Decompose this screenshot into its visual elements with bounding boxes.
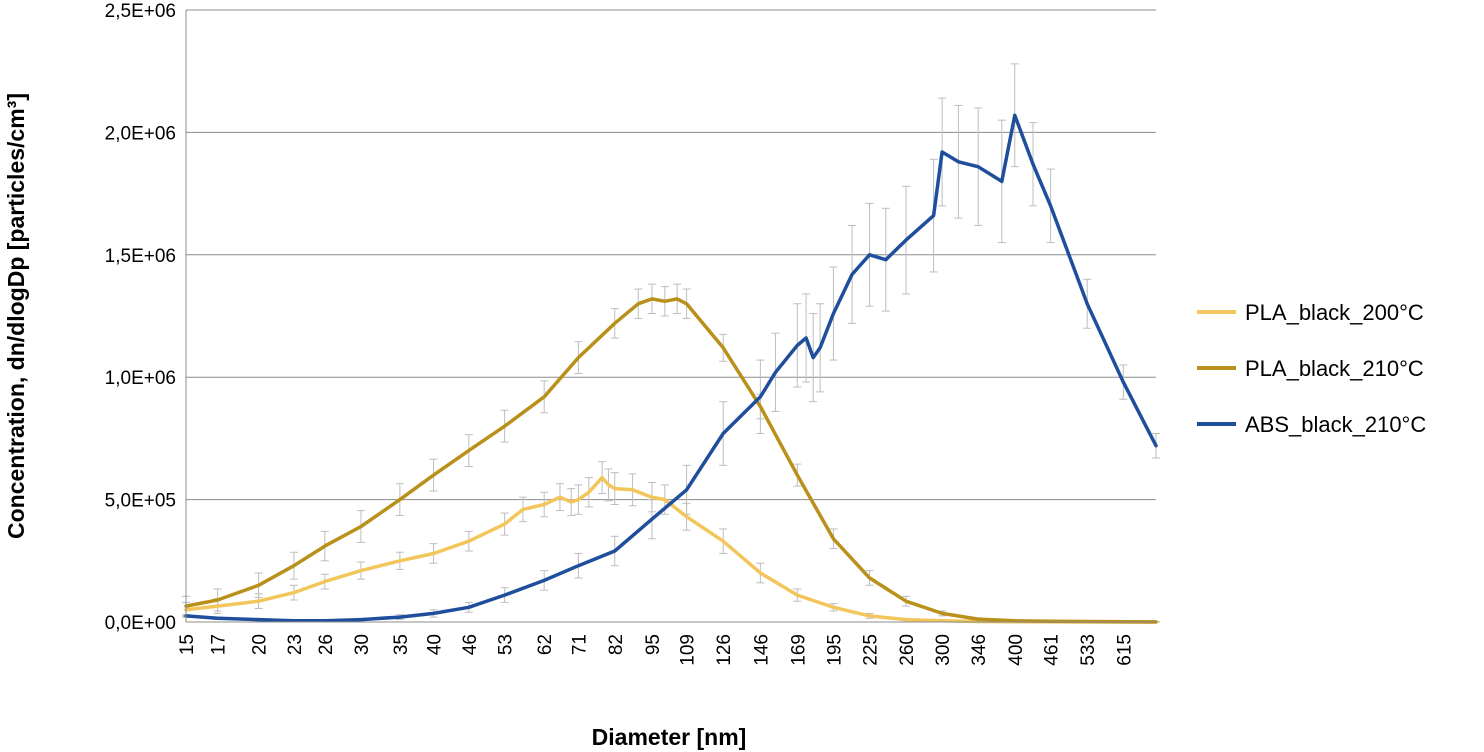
series-line-1	[184, 297, 1158, 624]
x-tick-label: 400	[1006, 634, 1027, 666]
x-tick-label: 30	[352, 634, 373, 655]
x-tick-label: 71	[569, 634, 590, 655]
x-tick-label: 17	[209, 634, 230, 655]
x-tick-label: 195	[824, 634, 845, 666]
x-tick-label: 126	[714, 634, 735, 666]
x-tick-label: 26	[316, 634, 337, 655]
legend: PLA_black_200°C PLA_black_210°C ABS_black_…	[1197, 300, 1426, 437]
y-tick-label: 2,5E+06	[105, 1, 176, 22]
x-tick-label: 615	[1114, 634, 1135, 666]
x-tick-label: 461	[1042, 634, 1063, 666]
y-tick-label: 1,5E+06	[105, 246, 176, 267]
x-tick-label: 169	[788, 634, 809, 666]
x-tick-label: 35	[391, 634, 412, 655]
y-tick-label: 2,0E+06	[105, 123, 176, 144]
x-tick-label: 15	[177, 634, 198, 655]
x-tick-labels: 15 17 20 23 26 30 35 40 46 53 62 71 82 95 109 126 146 169…	[177, 634, 1135, 666]
x-axis-title: Diameter [nm]	[592, 724, 747, 750]
x-tick-label: 40	[425, 634, 446, 655]
x-tick-label: 225	[861, 634, 882, 666]
x-tick-label: 46	[460, 634, 481, 655]
x-tick-label: 533	[1078, 634, 1099, 666]
legend-label-2: ABS_black_210°C	[1245, 412, 1426, 437]
x-tick-label: 23	[285, 634, 306, 655]
x-tick-label: 95	[643, 634, 664, 655]
legend-label-0: PLA_black_200°C	[1245, 300, 1424, 325]
series-line-2	[184, 113, 1158, 623]
x-tick-label: 300	[933, 634, 954, 666]
x-tick-label: 260	[897, 634, 918, 666]
axes	[185, 10, 1156, 623]
gridlines	[186, 9, 1156, 501]
x-tick-label: 82	[606, 634, 627, 655]
y-axis-title: Concentration, dn/dlogDp [particles/cm³]	[3, 93, 29, 539]
y-tick-label: 0,0E+00	[105, 613, 176, 634]
x-tick-label: 53	[496, 634, 517, 655]
series-lines	[184, 113, 1158, 624]
y-tick-label: 1,0E+06	[105, 368, 176, 389]
y-tick-labels: 0,0E+00 5,0E+05 1,0E+06 1,5E+06 2,0E+06 2,5E+…	[105, 1, 176, 634]
x-tick-label: 20	[250, 634, 271, 655]
error-bars	[182, 63, 1160, 623]
x-tick-label: 346	[969, 634, 990, 666]
x-tick-label: 146	[751, 634, 772, 666]
x-tick-label: 62	[535, 634, 556, 655]
series-line-0	[184, 475, 1158, 624]
y-tick-label: 5,0E+05	[105, 491, 176, 512]
x-tick-label: 109	[678, 634, 699, 666]
legend-label-1: PLA_black_210°C	[1245, 356, 1424, 381]
